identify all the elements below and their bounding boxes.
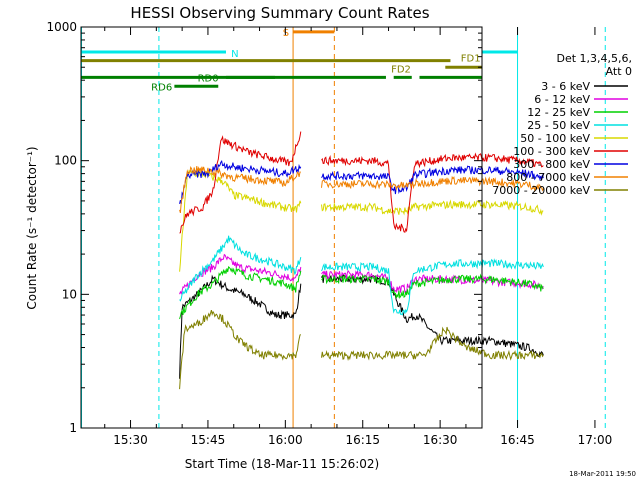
x-axis-label: Start Time (18-Mar-11 15:26:02) bbox=[185, 457, 379, 471]
y-axis: 1 10 100 1000 bbox=[46, 20, 482, 435]
legend-entry: 25 - 50 keV bbox=[527, 119, 590, 132]
event-vlines bbox=[81, 27, 606, 428]
chart-title: HESSI Observing Summary Count Rates bbox=[130, 4, 429, 22]
series-line bbox=[321, 326, 544, 361]
legend-entry: 800 - 7000 keV bbox=[506, 171, 590, 184]
legend-entry: 12 - 25 keV bbox=[527, 106, 590, 119]
series-line bbox=[179, 235, 302, 302]
series-5 bbox=[179, 131, 544, 234]
series-line bbox=[321, 258, 544, 316]
legend-entry: 300 - 800 keV bbox=[513, 158, 590, 171]
series-8 bbox=[179, 309, 544, 390]
series-line bbox=[321, 175, 544, 193]
series-6 bbox=[179, 160, 544, 205]
x-tick-label: 16:00 bbox=[268, 433, 303, 447]
series-7 bbox=[179, 165, 544, 214]
series-line bbox=[179, 253, 302, 295]
plot-frame bbox=[80, 26, 483, 429]
series-line bbox=[321, 165, 544, 195]
generation-timestamp: 18-Mar-2011 19:50 bbox=[569, 470, 636, 478]
legend-entry: 3 - 6 keV bbox=[541, 80, 590, 93]
flag-label: RD6 bbox=[151, 82, 172, 93]
legend-entry: 100 - 300 keV bbox=[513, 145, 590, 158]
series-4 bbox=[179, 169, 544, 272]
series-lines bbox=[179, 131, 544, 390]
series-line bbox=[179, 131, 302, 234]
x-axis: 15:30 15:45 16:00 16:15 16:30 16:45 17:00 bbox=[104, 27, 613, 447]
flag-label: S bbox=[283, 28, 289, 39]
series-0 bbox=[179, 274, 544, 379]
series-line bbox=[179, 160, 302, 205]
x-tick-label: 16:15 bbox=[345, 433, 380, 447]
legend-header: Det 1,3,4,5,6, bbox=[556, 52, 632, 65]
flag-bars: N S FD1 FD2 RD0 RD6 bbox=[81, 28, 518, 93]
flag-label: FD2 bbox=[391, 64, 411, 75]
flag-label: RD0 bbox=[198, 73, 219, 84]
series-line bbox=[179, 165, 301, 214]
x-tick-label: 16:30 bbox=[423, 433, 458, 447]
series-line bbox=[179, 309, 302, 390]
x-tick-label: 16:45 bbox=[500, 433, 535, 447]
series-3 bbox=[179, 235, 544, 316]
series-line bbox=[321, 199, 544, 216]
series-2 bbox=[179, 265, 544, 320]
legend-entry: 6 - 12 keV bbox=[534, 93, 590, 106]
legend-entry: 7000 - 20000 keV bbox=[492, 184, 590, 197]
legend-entry: 50 - 100 keV bbox=[520, 132, 590, 145]
y-tick-label: 10 bbox=[62, 287, 77, 301]
series-line bbox=[321, 273, 544, 299]
series-line bbox=[179, 265, 302, 320]
flag-label: FD1 bbox=[461, 54, 481, 65]
flag-label: N bbox=[231, 49, 238, 60]
y-axis-label: Count Rate (s⁻¹ detector⁻¹) bbox=[25, 146, 39, 309]
x-tick-label: 15:30 bbox=[113, 433, 148, 447]
series-line bbox=[321, 152, 544, 233]
y-tick-label: 1000 bbox=[46, 20, 77, 34]
legend-header: Att 0 bbox=[606, 65, 632, 78]
y-tick-label: 100 bbox=[54, 154, 77, 168]
x-tick-label: 15:45 bbox=[191, 433, 226, 447]
series-line bbox=[179, 274, 302, 379]
y-tick-label: 1 bbox=[69, 421, 77, 435]
x-tick-label: 17:00 bbox=[578, 433, 613, 447]
